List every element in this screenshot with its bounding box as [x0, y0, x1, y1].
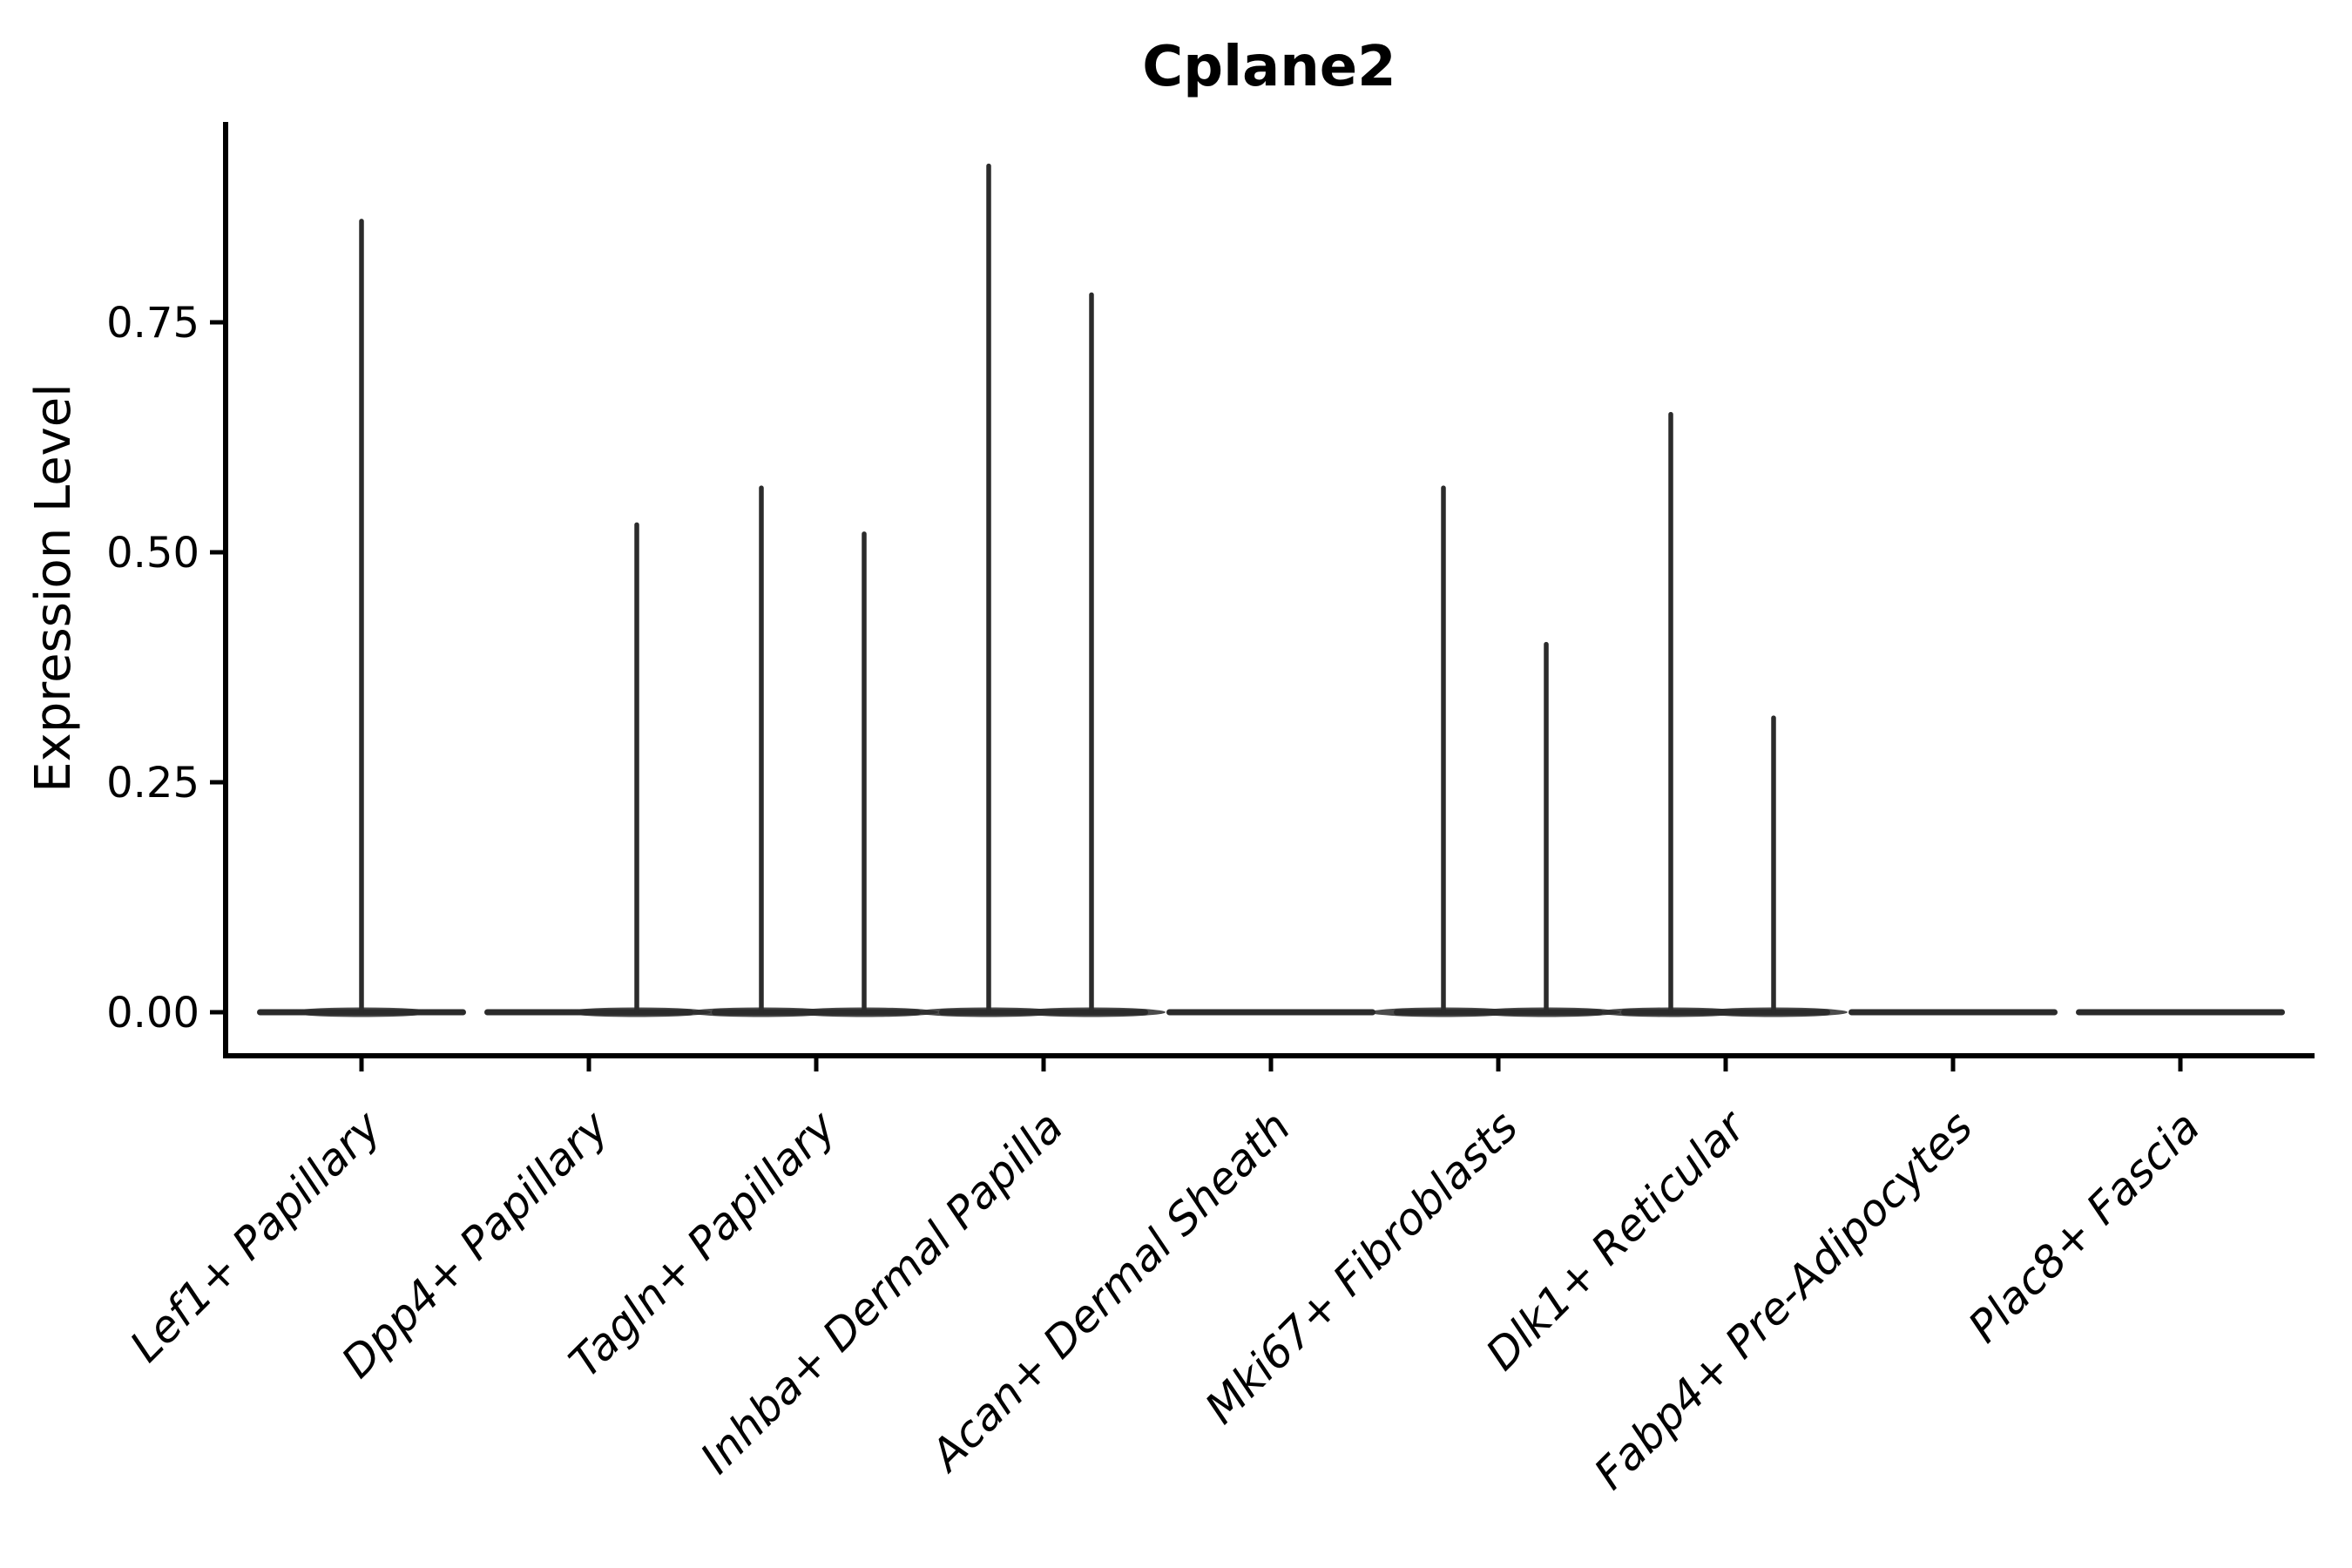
y-tick-label: 0.75 [106, 299, 199, 348]
y-tick-label: 0.00 [106, 989, 199, 1037]
violin [484, 522, 711, 1017]
y-axis-label: Expression Level [25, 383, 82, 793]
violin [2076, 1009, 2285, 1016]
violin [1166, 1009, 1375, 1016]
y-axis: 0.00 0.25 0.50 0.75 [106, 299, 226, 1037]
axis-spines [223, 122, 2315, 1058]
violins-group [257, 163, 2285, 1017]
violin [1597, 411, 1848, 1017]
violin-body [1848, 1009, 2058, 1016]
y-tick-label: 0.50 [106, 529, 199, 578]
violin [1369, 485, 1620, 1017]
violin [915, 163, 1166, 1017]
violin-body [2076, 1009, 2285, 1016]
violin [687, 485, 938, 1017]
y-tick-label: 0.25 [106, 759, 199, 808]
x-tick-label: Inhba+ Dermal Papilla [691, 1101, 1072, 1483]
violin [1848, 1009, 2058, 1016]
x-tick-label: Lef1+ Papillary [120, 1100, 391, 1371]
violin [257, 219, 466, 1017]
x-tick-label: Plac8+ Fascia [1959, 1101, 2210, 1352]
violin-body [1166, 1009, 1375, 1016]
x-tick-label: Acan+ Dermal Sheath [920, 1101, 1301, 1482]
x-tick-label: Fabp4+ Pre-Adipocytes [1585, 1101, 1983, 1499]
chart-title: Cplane2 [1142, 35, 1396, 99]
